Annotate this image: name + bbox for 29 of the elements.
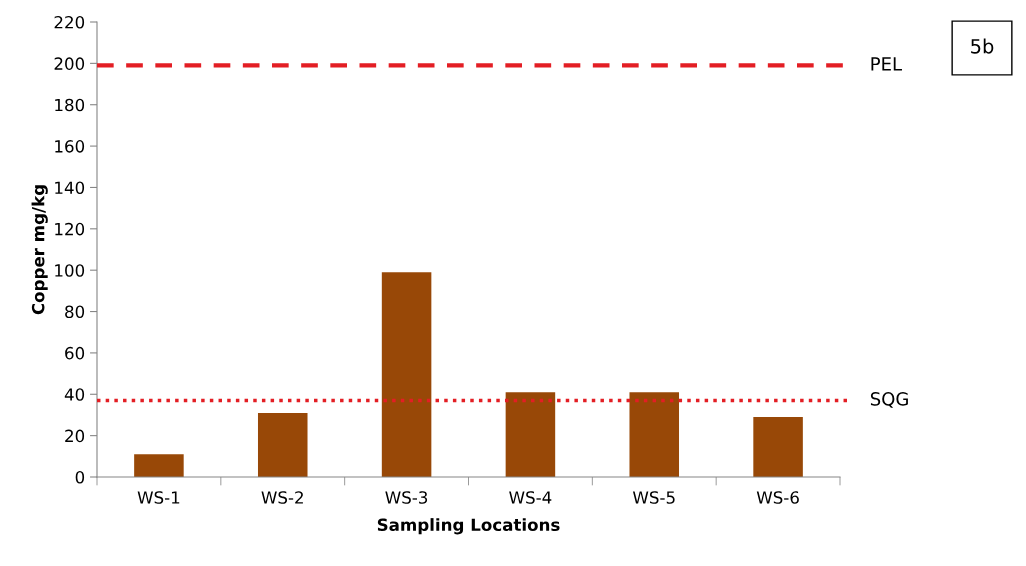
x-tick-label: WS-3 — [385, 491, 428, 504]
y-axis-title: Copper mg/kg — [31, 185, 48, 315]
x-tick-label: WS-2 — [261, 491, 303, 504]
text: 5b — [971, 38, 994, 54]
bar — [505, 392, 556, 477]
bar — [629, 392, 680, 477]
y-tick-label: 0 — [75, 470, 85, 484]
y-tick-label: 220 — [54, 15, 85, 29]
y-tick-label: 180 — [55, 98, 85, 112]
y-tick-label: 100 — [55, 264, 85, 277]
ref-line-label: PEL — [871, 57, 902, 71]
x-tick-label: WS-4 — [509, 491, 552, 504]
y-tick-label: 140 — [55, 181, 85, 195]
x-tick-label: WS-5 — [632, 491, 675, 504]
y-tick-label: 160 — [55, 140, 85, 153]
bar — [753, 417, 803, 477]
y-tick-label: 120 — [55, 222, 85, 236]
x-axis-title: Sampling Locations — [377, 518, 560, 535]
y-tick-label: 200 — [54, 57, 85, 70]
y-tick-label: 60 — [65, 346, 85, 360]
y-tick-label: 80 — [65, 305, 85, 319]
y-tick-label: 40 — [64, 388, 85, 401]
x-tick-label: WS-1 — [137, 491, 180, 504]
ref-line-label: SQG — [870, 392, 908, 408]
bar — [134, 454, 184, 477]
x-tick-label: WS-6 — [756, 491, 799, 504]
bar — [257, 412, 308, 477]
y-tick-label: 20 — [65, 429, 85, 443]
bar — [381, 272, 432, 477]
